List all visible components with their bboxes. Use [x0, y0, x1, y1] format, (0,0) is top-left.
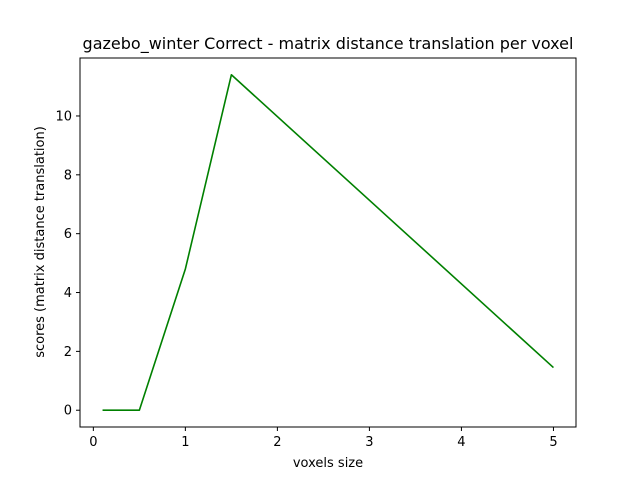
- axes-frame: [79, 57, 577, 428]
- x-tick-label: 1: [181, 435, 189, 450]
- y-tick-label: 0: [64, 404, 72, 419]
- y-tick-label: 4: [64, 286, 72, 301]
- chart-title: gazebo_winter Correct - matrix distance …: [83, 34, 574, 54]
- x-tick-label: 2: [273, 435, 281, 450]
- y-axis-ticks: 0 2 4 6 8 10: [55, 109, 80, 419]
- y-tick-label: 2: [64, 345, 72, 360]
- x-tick-label: 0: [89, 435, 97, 450]
- plot-area: [102, 73, 554, 412]
- x-tick-label: 4: [457, 435, 465, 450]
- x-axis-label: voxels size: [293, 456, 363, 471]
- y-tick-label: 10: [55, 109, 72, 124]
- x-tick-label: 5: [549, 435, 557, 450]
- series-line-0: [102, 73, 554, 412]
- y-axis-label: scores (matrix distance translation): [33, 126, 48, 358]
- x-tick-label: 3: [365, 435, 373, 450]
- x-axis-ticks: 0 1 2 3 4 5: [89, 427, 558, 450]
- y-tick-label: 8: [64, 168, 72, 183]
- y-tick-label: 6: [64, 227, 72, 242]
